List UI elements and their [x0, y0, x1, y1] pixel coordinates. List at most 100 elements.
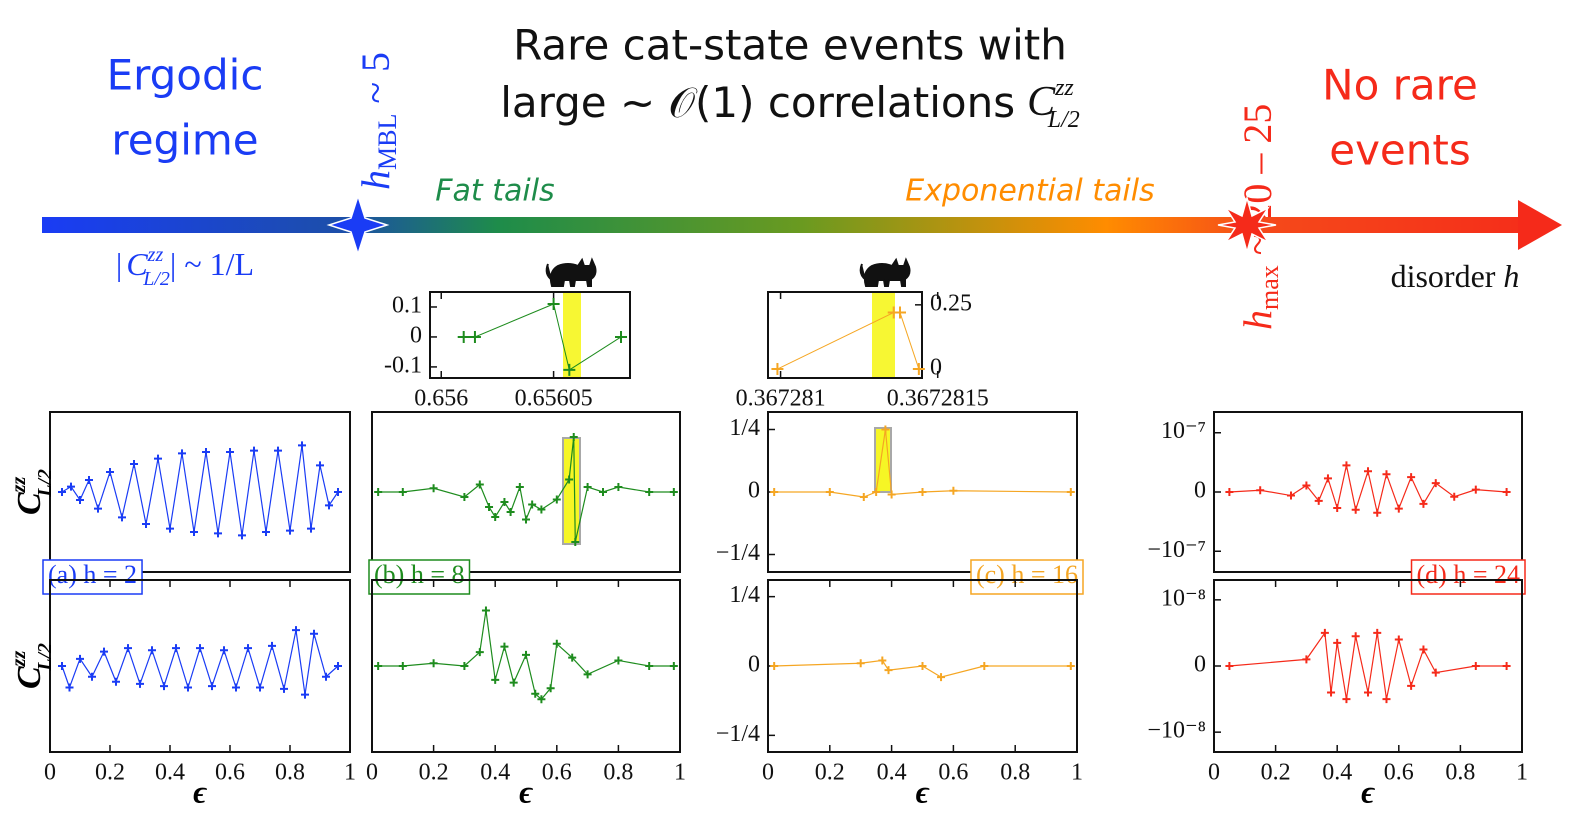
- value: ~ 5: [353, 52, 398, 114]
- point: [325, 501, 333, 510]
- point: [645, 662, 654, 670]
- point: [178, 449, 186, 458]
- point: [374, 662, 383, 670]
- point: [937, 673, 946, 682]
- panel-label-box: [970, 559, 1084, 595]
- region-label: regime: [111, 116, 258, 165]
- x-tick-label: 1: [1516, 760, 1528, 786]
- point: [100, 647, 108, 656]
- symbol-sub: MBL: [373, 114, 402, 170]
- point: [1502, 488, 1511, 496]
- point: [887, 490, 896, 499]
- point: [1225, 488, 1234, 496]
- point: [1333, 504, 1342, 512]
- y-tick-label: 0.1: [392, 292, 422, 318]
- x-tick-label: 0.6: [1384, 760, 1414, 786]
- symbol: C: [11, 666, 48, 689]
- star: [1217, 195, 1277, 255]
- highlight: [872, 292, 895, 378]
- x-tick-label: 0: [366, 760, 378, 786]
- y-tick-label: 10⁻⁸: [1161, 585, 1206, 611]
- y-tick-label: −10⁻⁷: [1147, 537, 1206, 563]
- series-line: [463, 303, 622, 371]
- point: [310, 629, 318, 638]
- point: [506, 508, 515, 516]
- point: [301, 690, 309, 699]
- point: [980, 662, 989, 670]
- plot-frame: [371, 411, 681, 573]
- point: [76, 496, 84, 504]
- point: [491, 675, 500, 684]
- point: [475, 648, 484, 657]
- point: [398, 662, 407, 670]
- x-axis-label: ϵ: [916, 773, 930, 809]
- point: [374, 488, 383, 496]
- point: [429, 484, 438, 493]
- point: [825, 488, 834, 496]
- point: [76, 654, 84, 663]
- point: [1351, 505, 1360, 514]
- point: [334, 488, 342, 496]
- y-axis-label: Czz L/2: [8, 643, 56, 689]
- symbol-sup: zz: [147, 244, 164, 266]
- point: [1333, 638, 1342, 647]
- point: [878, 656, 887, 665]
- point: [286, 526, 294, 535]
- symbol: h: [353, 170, 398, 190]
- point: [118, 513, 126, 522]
- x-tick-label: 0.4: [1322, 760, 1352, 786]
- plot-frame: [767, 291, 923, 379]
- region-label: events: [1329, 126, 1471, 175]
- x-tick-label: 0.656: [414, 386, 468, 412]
- mbl-label: hMBL ~ 5: [353, 52, 402, 190]
- point: [565, 475, 574, 484]
- point: [65, 683, 74, 692]
- point: [537, 695, 546, 704]
- symbol-sup: zz: [1054, 75, 1074, 101]
- point: [58, 662, 66, 670]
- plot-frame: [49, 411, 351, 573]
- point: [58, 488, 66, 496]
- y-tick-label: -0.1: [384, 352, 422, 378]
- x-tick-label: 0.4: [877, 760, 907, 786]
- point: [130, 460, 138, 468]
- point: [515, 483, 524, 491]
- point: [316, 461, 324, 470]
- point: [528, 500, 537, 509]
- point: [106, 468, 114, 476]
- point: [872, 488, 881, 496]
- point: [190, 528, 198, 536]
- point: [334, 662, 342, 670]
- point: [85, 476, 93, 484]
- arrow-head: [1518, 200, 1562, 250]
- title-text: large ~ 𝒪(1) correlations: [500, 78, 1015, 127]
- point: [770, 662, 779, 670]
- y-tick-label: 1/4: [729, 415, 760, 441]
- x-tick-label: 0.6: [215, 760, 245, 786]
- point: [274, 446, 282, 455]
- y-tick-label: 0: [410, 322, 422, 348]
- y-tick-label: 0: [1194, 652, 1206, 678]
- symbol-sub: L/2: [1047, 107, 1080, 133]
- point: [1327, 688, 1336, 697]
- y-tick-label: 0.25: [930, 290, 972, 316]
- x-tick-label: 0.2: [419, 760, 449, 786]
- panel-label: (c) h = 16: [976, 560, 1078, 589]
- series-line: [1229, 631, 1507, 700]
- point: [307, 524, 315, 533]
- x-axis-label: ϵ: [193, 773, 207, 809]
- point: [1351, 632, 1360, 641]
- title: large ~ 𝒪(1) correlations Czz L/2: [500, 75, 1080, 133]
- x-axis-label: ϵ: [1361, 773, 1375, 809]
- point: [645, 488, 654, 496]
- point: [1364, 688, 1372, 697]
- value: ~ 20 – 25: [1235, 104, 1280, 266]
- point: [1502, 662, 1511, 670]
- point: [148, 646, 156, 655]
- star: [326, 193, 390, 257]
- point: [563, 363, 576, 376]
- point: [569, 433, 578, 441]
- point: [481, 606, 490, 615]
- point: [166, 524, 174, 533]
- point: [256, 683, 264, 692]
